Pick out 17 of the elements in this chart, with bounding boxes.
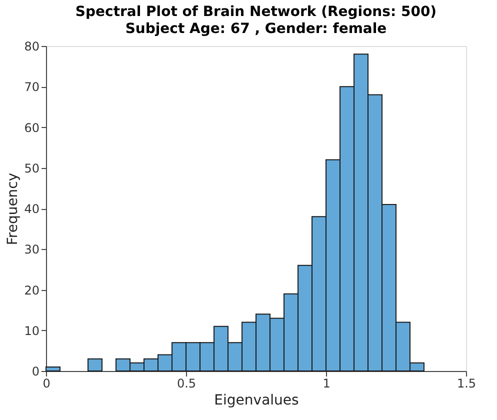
y-tick-label: 30 (24, 242, 40, 257)
y-tick-label: 20 (24, 283, 40, 298)
y-tick-label: 10 (24, 324, 40, 338)
y-tick-label: 0 (32, 364, 40, 378)
y-axis-title: Frequency (5, 172, 22, 246)
x-tick-label: 1.5 (456, 376, 476, 390)
x-tick-label: 0 (42, 376, 50, 390)
y-tick-label: 60 (24, 120, 40, 135)
y-tick-label: 40 (24, 202, 40, 216)
x-tick-label: 0.5 (176, 376, 196, 390)
x-tick-label: 1 (322, 376, 330, 390)
y-tick-label: 50 (24, 161, 40, 176)
y-tick-label: 80 (24, 40, 40, 54)
chart-title: Spectral Plot of Brain Network (Regions: 500) (75, 4, 437, 20)
chart-subtitle: Subject Age: 67 , Gender: female (125, 21, 387, 37)
y-tick-label: 70 (24, 80, 40, 94)
x-axis-title: Eigenvalues (214, 392, 299, 408)
